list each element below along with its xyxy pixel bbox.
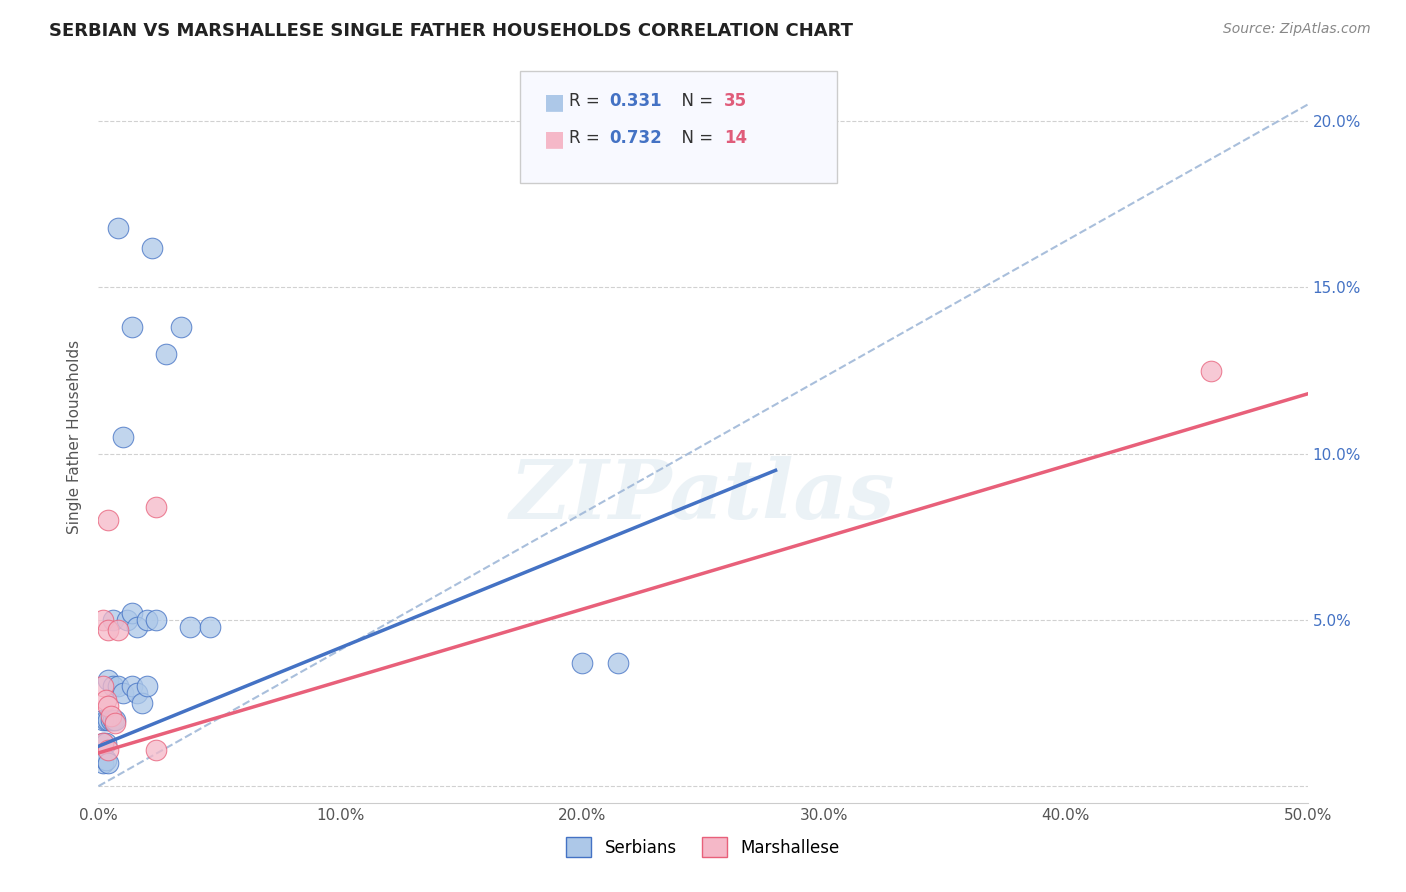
Point: [104, 716, 127, 731]
Point: [135, 680, 157, 694]
Point: [97, 623, 120, 637]
Text: R =: R =: [569, 129, 606, 147]
Point: [145, 742, 167, 756]
Point: [101, 613, 124, 627]
Point: [107, 220, 129, 235]
Point: [97, 673, 120, 687]
Point: [100, 709, 122, 723]
Text: R =: R =: [569, 92, 606, 110]
Point: [91, 756, 114, 770]
Text: ZIPatlas: ZIPatlas: [510, 456, 896, 535]
Point: [100, 713, 122, 727]
Point: [198, 619, 221, 633]
Text: SERBIAN VS MARSHALLESE SINGLE FATHER HOUSEHOLDS CORRELATION CHART: SERBIAN VS MARSHALLESE SINGLE FATHER HOU…: [49, 22, 853, 40]
Legend: Serbians, Marshallese: Serbians, Marshallese: [560, 830, 846, 864]
Point: [97, 699, 120, 714]
Point: [135, 613, 157, 627]
Point: [97, 742, 120, 756]
Point: [127, 686, 149, 700]
Point: [131, 696, 153, 710]
Point: [94, 692, 117, 706]
Point: [179, 619, 201, 633]
Y-axis label: Single Father Households: Single Father Households: [67, 340, 83, 534]
Point: [107, 680, 129, 694]
Text: 0.732: 0.732: [609, 129, 662, 147]
Point: [107, 623, 129, 637]
Point: [571, 656, 593, 670]
Point: [127, 619, 149, 633]
Text: ■: ■: [544, 129, 565, 149]
Point: [121, 320, 143, 334]
Point: [145, 500, 167, 514]
Point: [91, 680, 114, 694]
Point: [94, 713, 117, 727]
Point: [111, 430, 134, 444]
Point: [94, 753, 117, 767]
Point: [91, 736, 114, 750]
Point: [1199, 363, 1222, 377]
Text: 35: 35: [724, 92, 747, 110]
Point: [97, 756, 120, 770]
Text: 0.331: 0.331: [609, 92, 661, 110]
Point: [91, 713, 114, 727]
Point: [91, 736, 114, 750]
Text: N =: N =: [671, 92, 718, 110]
Text: ■: ■: [544, 92, 565, 112]
Point: [141, 241, 163, 255]
Point: [121, 680, 143, 694]
Point: [97, 713, 120, 727]
Point: [169, 320, 191, 334]
Point: [111, 686, 134, 700]
Point: [117, 613, 139, 627]
Point: [101, 680, 124, 694]
Text: Source: ZipAtlas.com: Source: ZipAtlas.com: [1223, 22, 1371, 37]
Point: [607, 656, 630, 670]
Point: [97, 513, 120, 527]
Text: 14: 14: [724, 129, 747, 147]
Point: [104, 713, 127, 727]
Point: [155, 347, 177, 361]
Point: [101, 713, 124, 727]
Point: [91, 613, 114, 627]
Point: [145, 613, 167, 627]
Point: [121, 607, 143, 621]
Text: N =: N =: [671, 129, 718, 147]
Point: [94, 736, 117, 750]
